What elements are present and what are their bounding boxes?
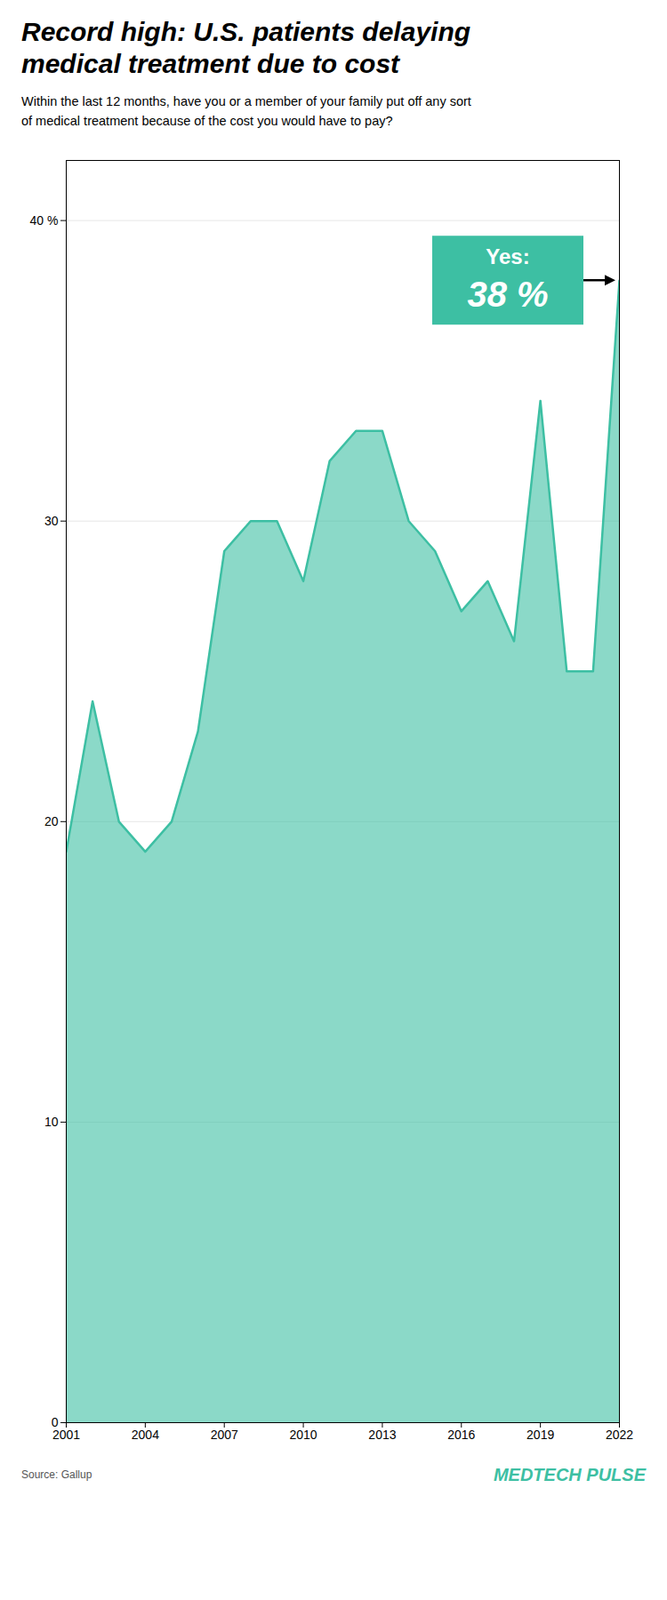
svg-text:2022: 2022 xyxy=(605,1428,634,1443)
svg-text:2004: 2004 xyxy=(131,1428,160,1443)
svg-text:2010: 2010 xyxy=(289,1428,317,1443)
svg-text:2001: 2001 xyxy=(52,1428,81,1443)
svg-text:2019: 2019 xyxy=(526,1428,555,1443)
svg-text:0: 0 xyxy=(51,1415,59,1430)
html-text:Source: Gallup: Source: Gallup xyxy=(21,1469,92,1482)
svg-text:2007: 2007 xyxy=(210,1428,239,1443)
svg-text:2016: 2016 xyxy=(447,1428,475,1443)
html-text:MEDTECH PULSE: MEDTECH PULSE xyxy=(493,1465,646,1485)
html-text:Within the last 12 months, hav: Within the last 12 months, have you or a… xyxy=(21,94,472,128)
svg-text:2013: 2013 xyxy=(368,1428,396,1443)
html-text:Record high: U.S. patients del: Record high: U.S. patients delaying medi… xyxy=(21,16,471,79)
svg-text:20: 20 xyxy=(44,813,59,828)
svg-text:30: 30 xyxy=(44,513,59,528)
svg-text:10: 10 xyxy=(44,1114,59,1129)
svg-text:Yes:: Yes: xyxy=(485,244,530,269)
svg-text:40 %: 40 % xyxy=(30,212,59,227)
svg-text:38 %: 38 % xyxy=(466,274,548,314)
